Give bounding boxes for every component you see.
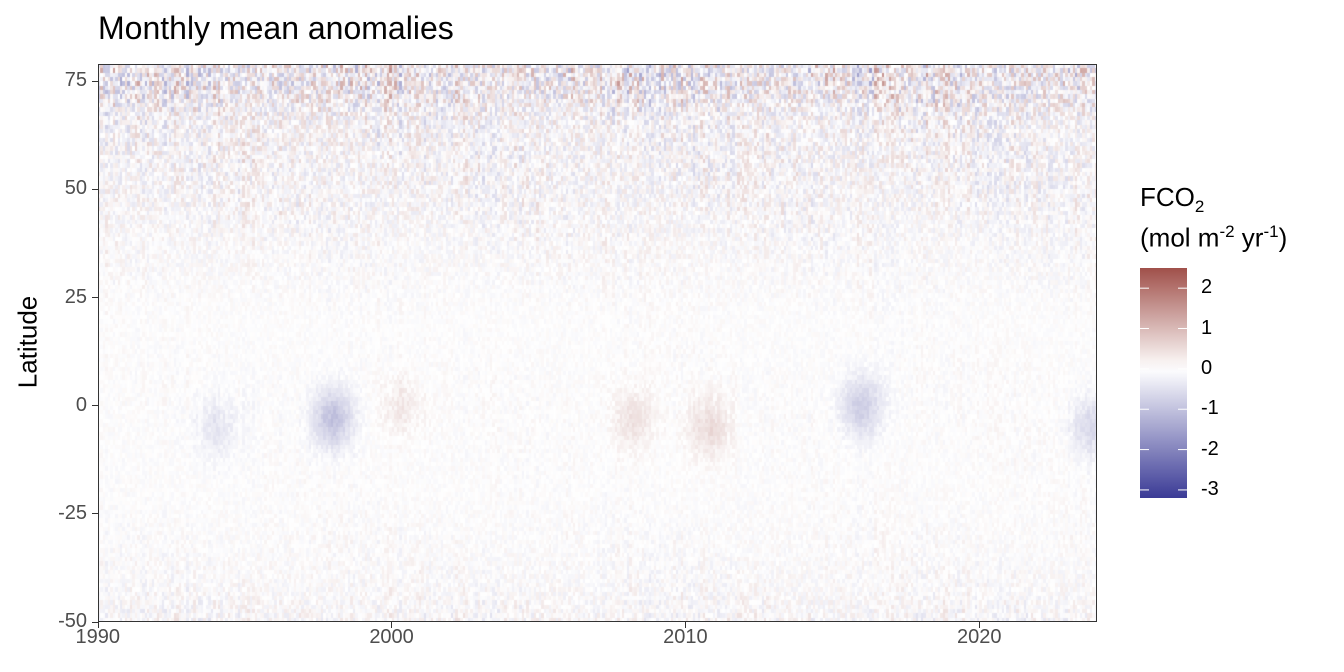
x-tick-mark bbox=[978, 622, 980, 628]
x-tick-mark bbox=[391, 622, 393, 628]
y-tick-mark bbox=[92, 513, 98, 515]
y-tick-mark bbox=[92, 188, 98, 190]
y-tick-label: 75 bbox=[64, 69, 87, 92]
y-tick-label: -25 bbox=[58, 501, 87, 524]
x-tick-label: 2020 bbox=[956, 626, 1002, 648]
x-tick-mark bbox=[685, 622, 687, 628]
y-tick-mark bbox=[92, 405, 98, 407]
y-tick-mark bbox=[92, 621, 98, 623]
y-tick-mark bbox=[92, 80, 98, 82]
plot-panel bbox=[98, 64, 1097, 622]
legend-tick-label: -2 bbox=[1201, 437, 1219, 460]
y-tick-mark bbox=[92, 297, 98, 299]
x-tick-label: 1990 bbox=[75, 626, 121, 648]
legend-tick-label: -3 bbox=[1201, 477, 1219, 500]
x-tick-label: 2000 bbox=[369, 626, 414, 648]
chart-title: Monthly mean anomalies bbox=[98, 10, 454, 46]
heatmap-cells bbox=[98, 64, 1097, 622]
y-axis-label: Latitude bbox=[12, 295, 43, 389]
legend-tick-label: 2 bbox=[1201, 276, 1213, 299]
y-tick-label: 25 bbox=[64, 285, 87, 308]
x-tick-label: 2010 bbox=[663, 626, 708, 648]
y-tick-label: -50 bbox=[58, 610, 87, 632]
x-tick-mark bbox=[97, 622, 99, 628]
y-tick-label: 50 bbox=[64, 177, 87, 200]
legend-tick-label: 0 bbox=[1201, 356, 1213, 379]
legend-tick-label: 1 bbox=[1201, 316, 1213, 339]
y-tick-label: 0 bbox=[75, 393, 87, 416]
legend-tick-label: -1 bbox=[1201, 397, 1219, 420]
legend-title-line-2: (mol m-2 yr-1) bbox=[1140, 222, 1288, 253]
legend-colorbar bbox=[1140, 268, 1187, 498]
legend-title-line-1: FCO2 bbox=[1140, 182, 1205, 217]
